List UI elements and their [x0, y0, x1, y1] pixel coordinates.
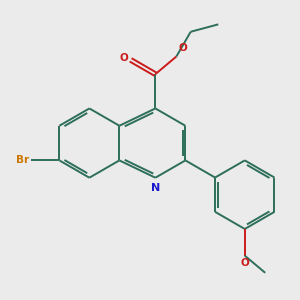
Text: O: O	[240, 258, 249, 268]
Text: O: O	[119, 53, 128, 64]
Text: Br: Br	[16, 155, 29, 165]
Text: N: N	[152, 183, 161, 193]
Text: O: O	[178, 43, 187, 53]
